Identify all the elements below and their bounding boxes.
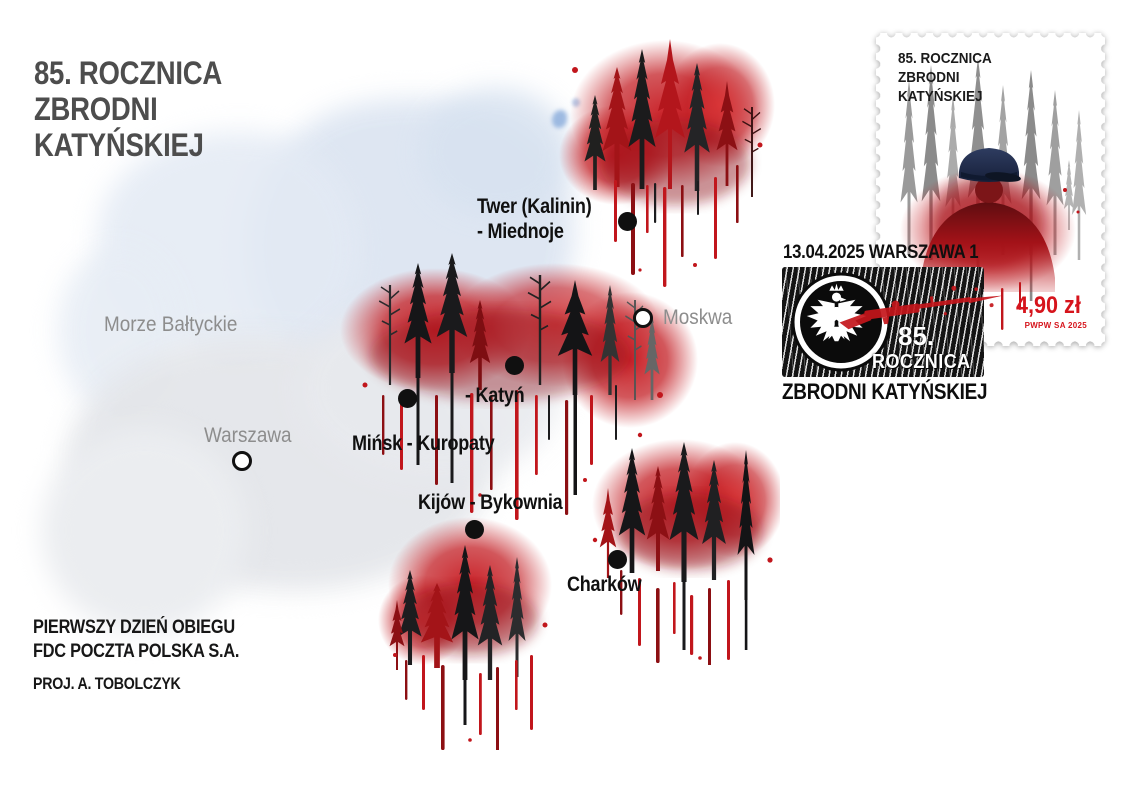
footer-imprint: PIERWSZY DZIEŃ OBIEGU FDC POCZTA POLSKA … [33, 616, 273, 694]
site-dot-kuropaty [398, 389, 417, 408]
land-shape-south [42, 428, 247, 633]
first-day-postmark: 13.04.2025 WARSZAWA 1 85. ROCZNICA [780, 241, 1004, 413]
red-rifle-bayonet-art [839, 285, 1004, 330]
label-warszawa: Warszawa [204, 424, 292, 447]
watercolor-speck [552, 110, 567, 128]
label-moskwa: Moskwa [663, 306, 733, 329]
postmark-hatched-box: 85. ROCZNICA [782, 267, 984, 377]
site-dot-katyn [505, 356, 524, 375]
footer-line-1: PIERWSZY DZIEŃ OBIEGU [33, 617, 235, 638]
stamp-printer-mark: PWPW SA 2025 [1024, 321, 1087, 330]
forest-art-bykownia [378, 517, 552, 750]
postmark-85: 85. [898, 321, 935, 351]
city-ring-warszawa [232, 451, 252, 471]
designer-credit: PROJ. A. TOBOLCZYK [33, 675, 181, 693]
label-charkow: Charków [567, 573, 642, 596]
postmark-date: 13.04.2025 WARSZAWA 1 [783, 241, 979, 263]
city-ring-moskwa [633, 308, 653, 328]
label-minsk-kuropaty: Mińsk - Kuropaty [352, 432, 495, 455]
title-line: KATYŃSKIEJ [34, 127, 204, 163]
title-line: ZBRODNI [34, 91, 158, 127]
label-twer-miednoje: Twer (Kalinin) - Miednoje [477, 195, 592, 243]
stamp-denomination: 4,90 zł [1015, 292, 1081, 319]
stamp-title: 85. ROCZNICA ZBRODNI KATYŃSKIEJ [898, 50, 992, 105]
label-katyn: - Katyń [465, 384, 525, 407]
label-morze-baltyckie: Morze Bałtyckie [104, 313, 238, 336]
postmark-bottom-line: ZBRODNI KATYŃSKIEJ [782, 379, 988, 404]
title-line: 85. ROCZNICA [34, 55, 223, 91]
site-dot-miednoje [618, 212, 637, 231]
gulf-shape [420, 88, 572, 216]
stamp-face: 85. ROCZNICA ZBRODNI KATYŃSKIEJ 4,90 zł … [883, 40, 1098, 339]
forest-art-miednoje [559, 39, 775, 287]
forest-art-charkow [592, 439, 780, 665]
site-dot-charkow [608, 550, 627, 569]
page-title: 85. ROCZNICA ZBRODNI KATYŃSKIEJ [34, 55, 253, 163]
site-dot-bykownia [465, 520, 484, 539]
label-kijow-bykownia: Kijów - Bykownia [418, 491, 563, 514]
forest-art-katyn-kuropaty [340, 253, 698, 520]
footer-line-2: FDC POCZTA POLSKA S.A. [33, 641, 240, 662]
postmark-rocznica: ROCZNICA [872, 351, 971, 373]
